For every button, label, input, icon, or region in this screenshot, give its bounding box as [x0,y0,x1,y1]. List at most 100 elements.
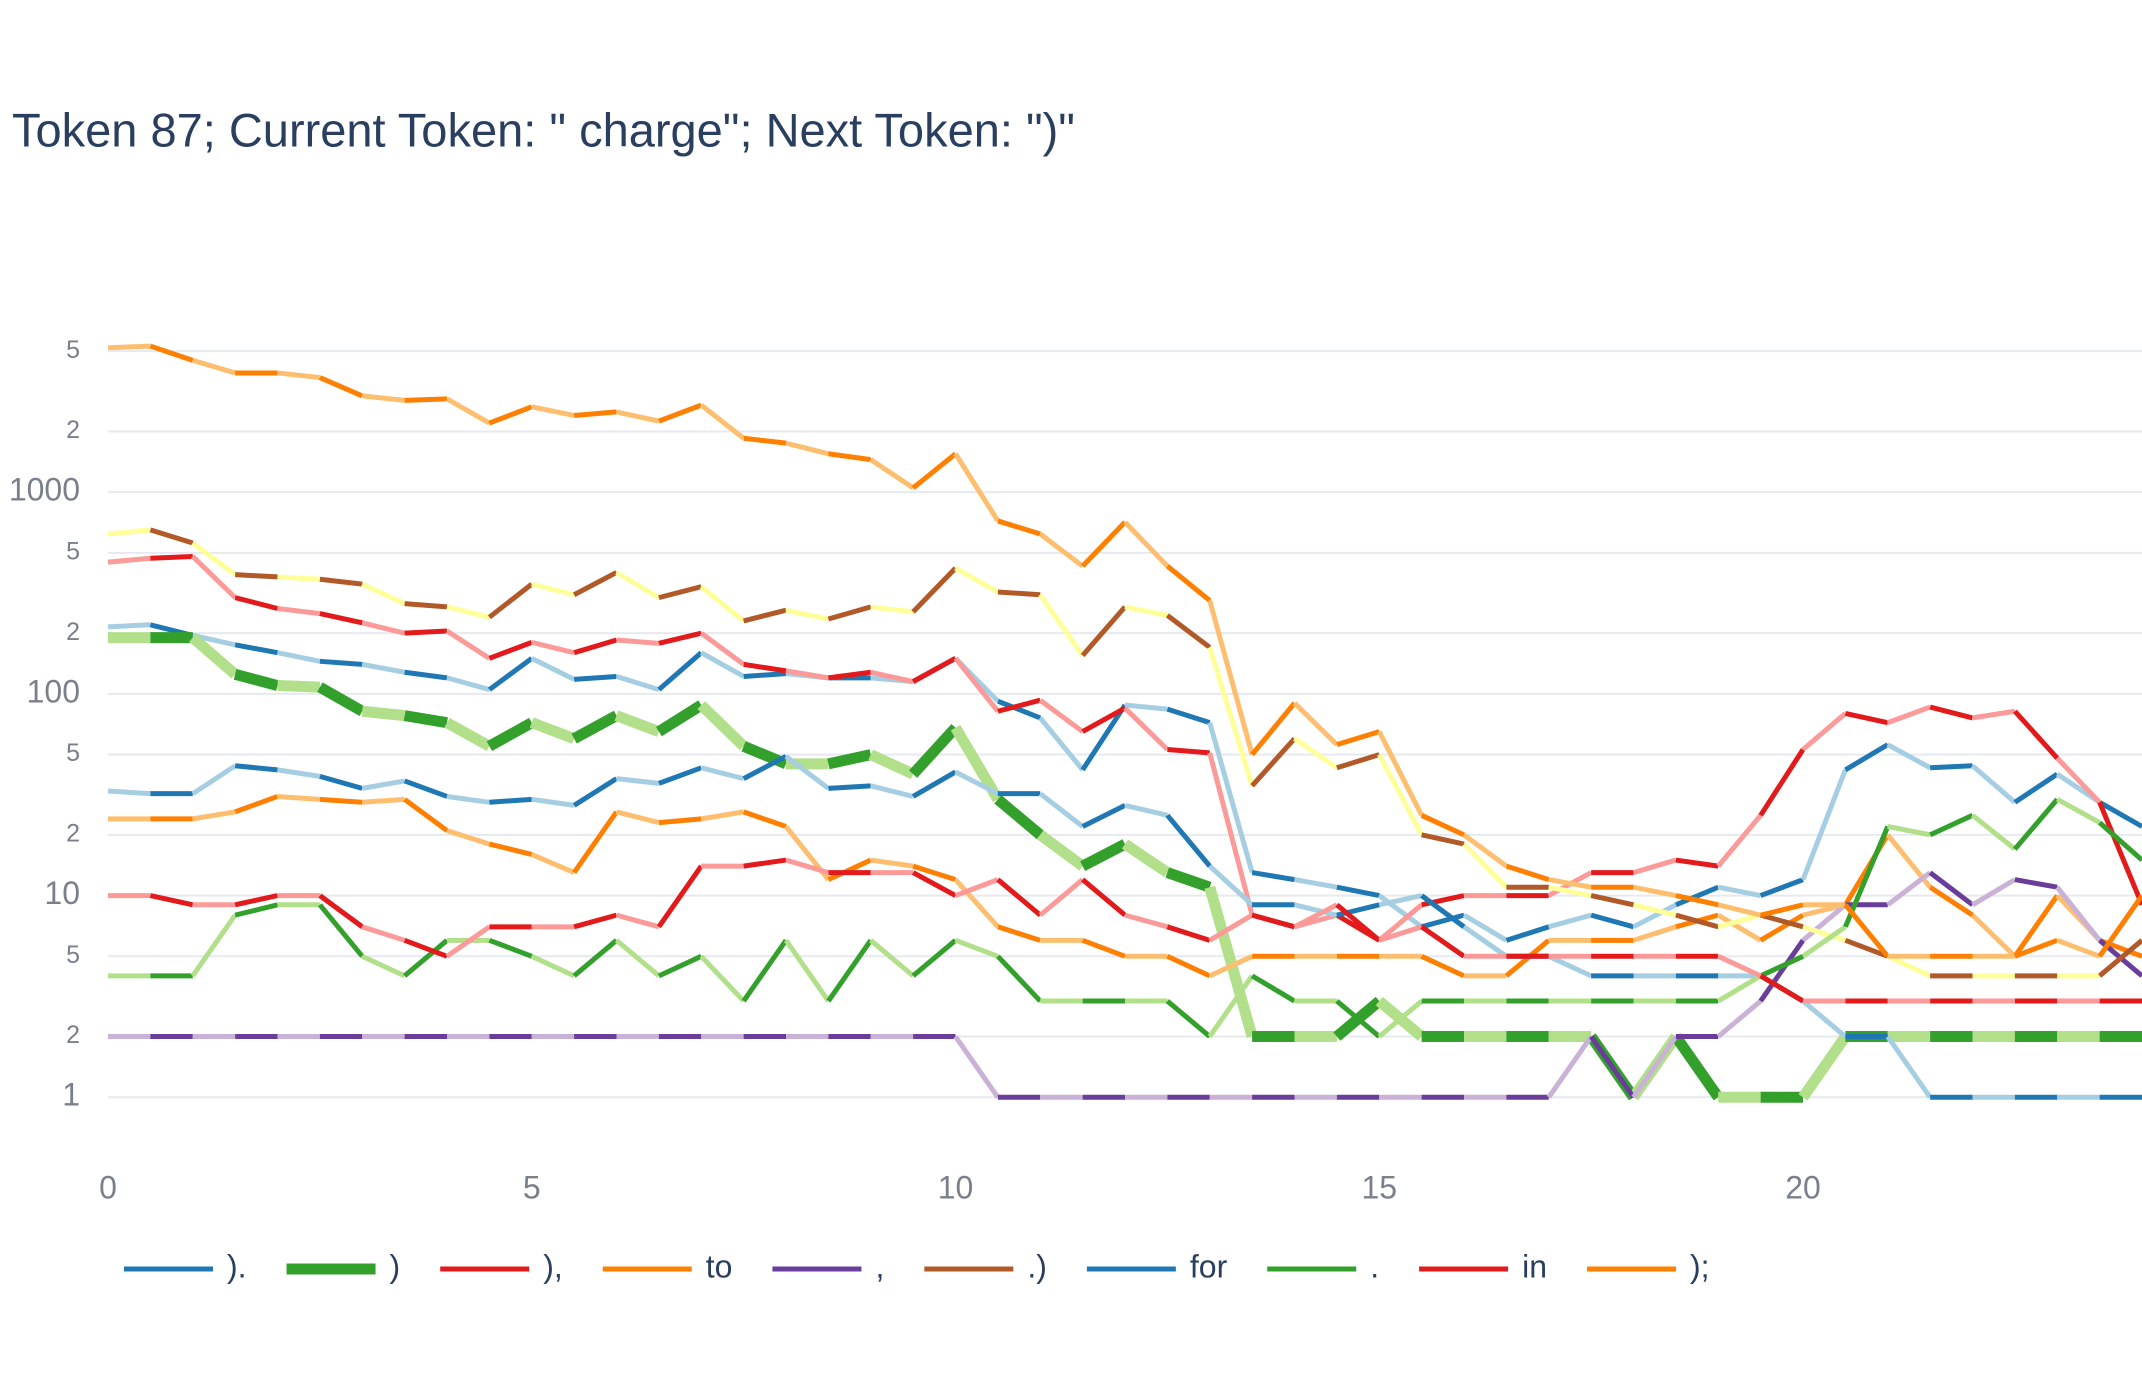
line-segment [1716,999,1763,1039]
line-segment [1165,564,1212,603]
line-segment [404,601,448,610]
line-segment [911,870,957,898]
line-segment [911,656,957,684]
line-segment [1632,902,1678,930]
line-segment [2097,801,2142,906]
line-segment [1038,532,1085,569]
line-segment [616,776,660,786]
line-segment [1929,704,1974,721]
line-segment [743,607,787,624]
line-segment [741,938,789,1003]
line-segment [531,796,575,808]
line-segment [572,776,618,808]
line-segment [657,402,703,424]
line-segment [233,669,279,691]
line-segment [1675,893,1719,908]
line-segment [319,576,363,587]
line-segment [1124,604,1168,618]
line-segment [1590,912,1635,930]
line-segment [1844,937,1889,959]
line-segment [827,604,872,622]
line-segment [1844,742,1890,773]
line-segment [1632,857,1677,875]
line-segment [403,938,449,978]
line-segment [1124,702,1168,712]
line-segment [1293,736,1339,770]
line-segment [361,954,406,979]
line-segment [1378,924,1423,943]
line-segment [446,828,491,847]
line-segment [996,954,1043,1003]
line-segment [954,565,1000,595]
line-segment [699,954,746,1003]
line-segment [615,409,660,424]
line-segment [785,607,829,622]
line-segment [361,924,406,943]
line-segment [615,570,661,600]
line-segment [996,877,1042,918]
line-segment [1970,763,2017,805]
line-segment [1716,973,1762,1004]
line-segment [277,680,321,693]
line-segment [1886,870,1932,907]
line-segment [655,700,705,737]
line-segment [1251,870,1295,883]
line-segment [573,637,618,656]
line-segment [2013,772,2059,805]
line-segment [571,710,620,744]
line-segment [699,403,746,441]
line-segment [1377,902,1424,943]
line-segment [2013,937,2059,959]
line-segment [785,440,829,457]
line-segment [615,674,660,692]
line-segment [531,639,575,656]
line-segment [1887,824,1931,838]
line-segment [1377,999,1424,1039]
line-segment [573,409,617,418]
legend-label: ), [543,1248,563,1284]
line-segment [572,810,619,875]
line-segment [444,717,493,752]
line-segment [784,754,830,791]
line-segment [531,581,575,598]
line-segment [1377,753,1424,837]
line-segment [1292,701,1339,747]
line-segment [1801,902,1847,943]
line-segment [828,451,872,463]
line-segment [700,765,745,782]
line-segment [700,809,745,822]
line-segment [361,581,406,606]
line-segment [1166,924,1211,943]
line-segment [318,893,364,929]
line-segment [150,553,193,561]
line-segment [1335,999,1381,1039]
line-segment [1207,646,1255,787]
chart-title: Token 87; Current Token: " charge"; Next… [12,103,1075,156]
line-segment [317,903,365,958]
line-segment [318,375,364,399]
line-segment [149,343,194,363]
line-segment [361,778,406,791]
line-segment [1800,768,1848,881]
line-segment [319,611,363,626]
line-segment [997,589,1041,598]
line-segment [1759,954,1805,979]
line-segment [1081,937,1126,959]
line-segment [1971,877,2017,907]
line-segment [658,816,702,826]
line-segment [1250,701,1297,757]
line-segment [1717,954,1762,979]
line-segment [954,877,999,898]
x-tick-label: 15 [1361,1169,1397,1205]
x-tick-label: 10 [938,1169,974,1205]
line-segment [911,769,957,799]
line-segment [191,540,237,577]
line-segment [1717,912,1762,930]
line-segment [870,783,914,799]
line-segment [1080,520,1127,568]
line-segment [107,343,151,351]
line-segment [743,435,787,446]
line-segment [1421,832,1465,847]
line-segment [1208,912,1254,943]
